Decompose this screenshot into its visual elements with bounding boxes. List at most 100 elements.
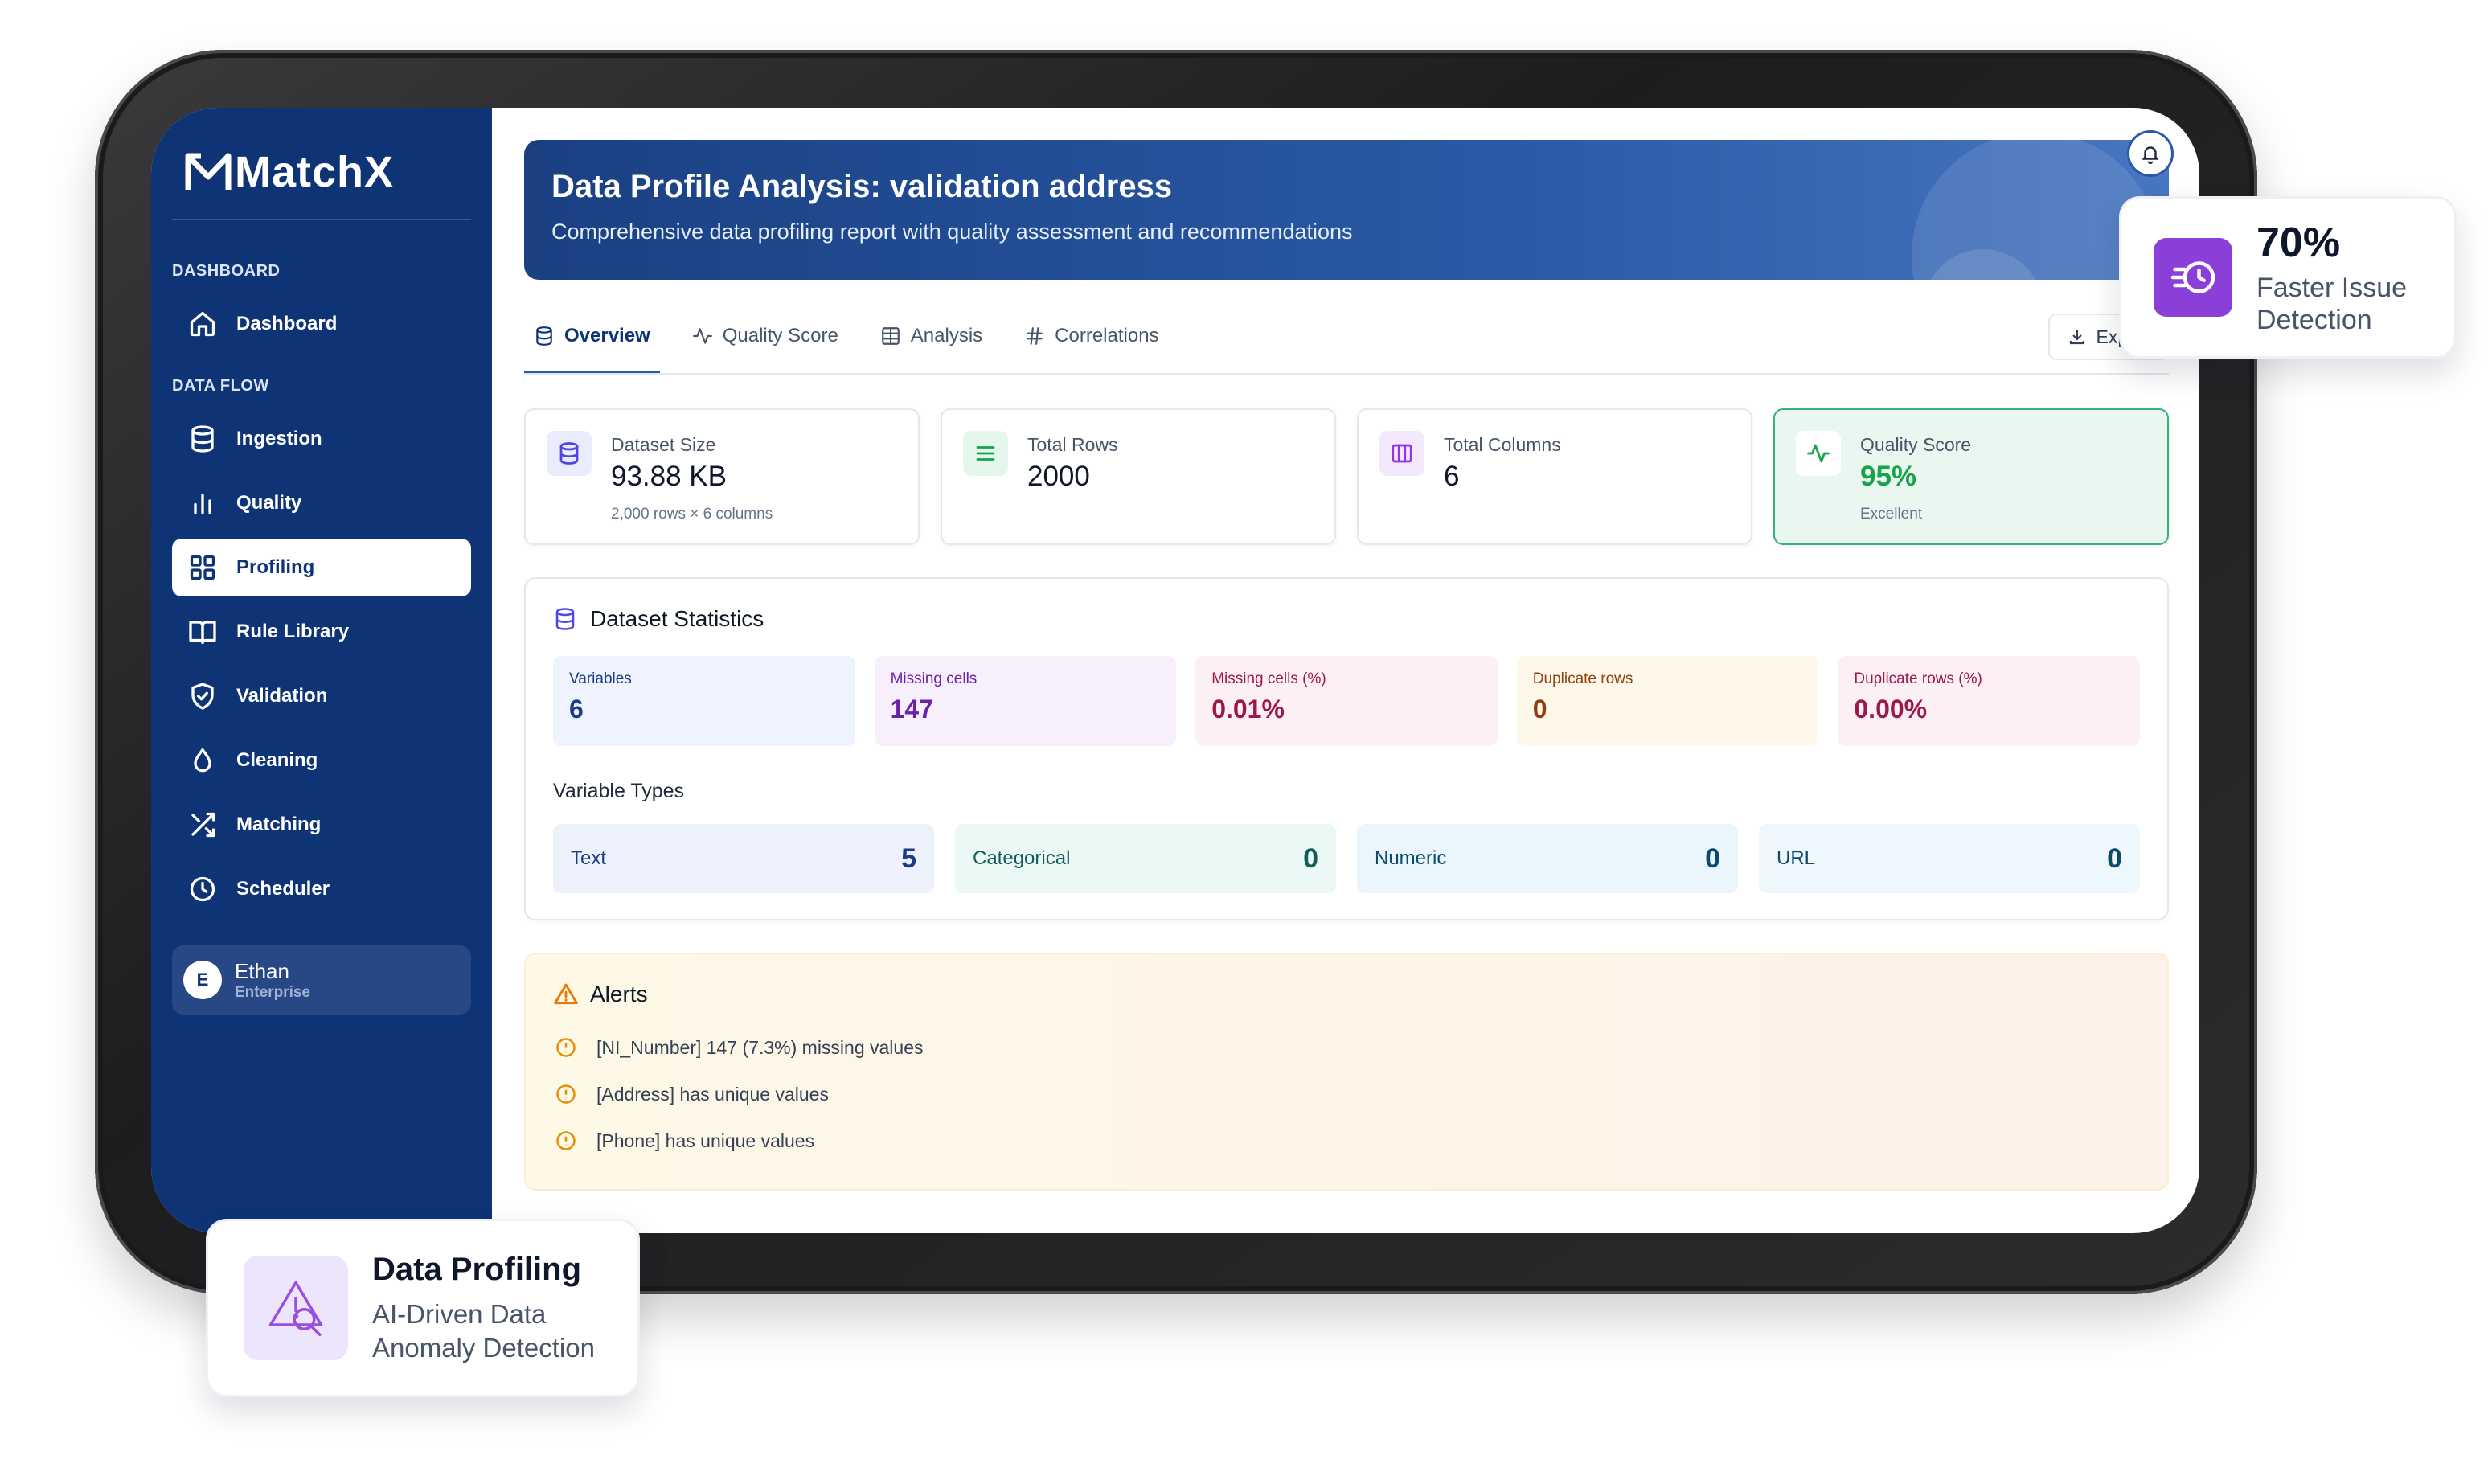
- kpi-card-total-columns: Total Columns 6: [1357, 408, 1752, 545]
- bell-icon: [2142, 146, 2159, 164]
- stat-label: Missing cells (%): [1211, 670, 1326, 687]
- sidebar-item-label: Matching: [236, 814, 322, 835]
- variable-types-title: Variable Types: [553, 780, 685, 802]
- kpi-label: Total Columns: [1444, 434, 1561, 455]
- main-content: Data Profile Analysis: validation addres…: [492, 108, 2199, 1233]
- variable-type-count: 0: [2107, 842, 2122, 874]
- float-stat: 70%: [2256, 219, 2341, 266]
- sidebar-item-label: Ingestion: [236, 428, 322, 449]
- section-label-dashboard: DASHBOARD: [172, 262, 281, 280]
- float-desc-line2: Anomaly Detection: [372, 1332, 595, 1363]
- sidebar-item-label: Quality: [236, 492, 302, 514]
- activity-icon: [692, 327, 712, 344]
- database-icon: [186, 423, 219, 455]
- clock-icon: [186, 873, 219, 905]
- stat-value: 0: [1532, 695, 1547, 724]
- shield-check-icon: [186, 680, 219, 712]
- stat-value: 0.01%: [1211, 695, 1285, 724]
- panel-title-text: Dataset Statistics: [590, 606, 764, 631]
- sidebar-item-label: Cleaning: [236, 749, 318, 771]
- alert-circle-icon: [556, 1038, 576, 1057]
- table-icon: [881, 326, 900, 345]
- kpi-value: 95%: [1860, 461, 1917, 492]
- stat-card: Missing cells (%) 0.01%: [1195, 656, 1498, 746]
- sidebar-item-matching[interactable]: Matching: [172, 796, 471, 854]
- tab-label: Quality Score: [722, 324, 838, 346]
- avatar: E: [183, 961, 222, 999]
- user-info: Ethan Enterprise: [235, 959, 310, 1002]
- variable-types-row: Text 5 Categorical 0 Numeric 0 URL 0: [553, 824, 2140, 893]
- kpi-value: 93.88 KB: [611, 461, 727, 492]
- bar-chart-icon: [186, 487, 219, 519]
- sidebar-item-quality[interactable]: Quality: [172, 474, 471, 532]
- database-icon: [536, 326, 552, 346]
- sidebar-item-label: Rule Library: [236, 621, 350, 642]
- tab-analysis[interactable]: Analysis: [871, 301, 992, 373]
- variable-type-card: Text 5: [553, 824, 934, 893]
- user-profile-card[interactable]: E Ethan Enterprise: [172, 945, 471, 1015]
- alert-text: [NI_Number] 147 (7.3%) missing values: [596, 1036, 924, 1058]
- droplet-icon: [186, 744, 219, 777]
- notification-button[interactable]: [2127, 130, 2174, 177]
- sidebar-item-cleaning[interactable]: Cleaning: [172, 732, 471, 789]
- kpi-card-dataset-size: Dataset Size 93.88 KB 2,000 rows × 6 col…: [524, 408, 920, 545]
- stat-label: Missing cells: [890, 670, 978, 687]
- variable-type-card: URL 0: [1759, 824, 2140, 893]
- sidebar-item-dashboard[interactable]: Dashboard: [172, 295, 471, 353]
- stat-label: Duplicate rows (%): [1854, 670, 1982, 687]
- brand-logo[interactable]: MatchX: [172, 125, 471, 220]
- variable-type-label: Text: [571, 847, 607, 869]
- stat-card: Missing cells 147: [874, 656, 1177, 746]
- kpi-card-total-rows: Total Rows 2000: [941, 408, 1336, 545]
- warning-triangle-icon: [554, 983, 578, 1005]
- tab-overview[interactable]: Overview: [524, 301, 660, 373]
- kpi-row: Dataset Size 93.88 KB 2,000 rows × 6 col…: [524, 408, 2169, 545]
- brand-name: MatchX: [235, 148, 395, 196]
- alert-text: [Address] has unique values: [596, 1083, 829, 1105]
- float-title: Data Profiling: [372, 1251, 582, 1287]
- alerts-panel: Alerts [NI_Number] 147 (7.3%) missing va…: [524, 953, 2169, 1191]
- float-desc-line1: Faster Issue: [2256, 272, 2408, 303]
- tab-correlations[interactable]: Correlations: [1014, 301, 1168, 373]
- download-icon: [2069, 330, 2084, 345]
- float-desc-line1: AI-Driven Data: [372, 1298, 547, 1329]
- stat-value: 6: [569, 695, 584, 724]
- stat-value: 147: [890, 695, 933, 724]
- variable-type-count: 5: [901, 842, 916, 874]
- kpi-card-quality-score: Quality Score 95% Excellent: [1773, 408, 2169, 545]
- grid-icon: [186, 551, 219, 584]
- stat-label: Duplicate rows: [1532, 670, 1633, 687]
- section-label-data-flow: DATA FLOW: [172, 377, 269, 395]
- activity-icon: [1796, 431, 1841, 476]
- tab-bar: Overview Quality Score Analysis Correlat…: [524, 280, 2169, 375]
- sidebar-item-label: Scheduler: [236, 878, 330, 900]
- stats-row: Variables 6 Missing cells 147 Missing cells …: [553, 656, 2140, 746]
- kpi-label: Dataset Size: [611, 434, 716, 455]
- database-icon: [555, 608, 575, 630]
- stat-value: 0.00%: [1854, 695, 1928, 724]
- dataset-statistics-panel: Dataset Statistics Variables 6 Missing cel…: [524, 577, 2169, 920]
- variable-type-label: Numeric: [1375, 847, 1447, 869]
- stat-card: Variables 6: [553, 656, 855, 746]
- shuffle-icon: [186, 809, 219, 841]
- tab-label: Analysis: [910, 324, 983, 346]
- anomaly-search-icon: [244, 1256, 348, 1360]
- sidebar-item-scheduler[interactable]: Scheduler: [172, 860, 471, 918]
- kpi-label: Total Rows: [1027, 434, 1118, 455]
- sidebar-item-rule-library[interactable]: Rule Library: [172, 603, 471, 661]
- sidebar-item-validation[interactable]: Validation: [172, 667, 471, 725]
- tab-quality-score[interactable]: Quality Score: [682, 301, 848, 373]
- kpi-label: Quality Score: [1860, 434, 1972, 455]
- sidebar: MatchX DASHBOARD Dashboard DATA FLOW Ing…: [151, 108, 492, 1233]
- sidebar-item-ingestion[interactable]: Ingestion: [172, 410, 471, 468]
- stat-label: Variables: [569, 670, 632, 687]
- variable-type-label: Categorical: [973, 847, 1071, 869]
- alert-text: [Phone] has unique values: [596, 1129, 815, 1151]
- sidebar-item-profiling[interactable]: Profiling: [172, 539, 471, 596]
- kpi-note: 2,000 rows × 6 columns: [611, 506, 773, 523]
- data-profiling-card: Data Profiling AI-Driven Data Anomaly De…: [206, 1219, 640, 1397]
- alerts-title: Alerts: [553, 982, 2140, 1007]
- variable-type-card: Numeric 0: [1357, 824, 1738, 893]
- sidebar-item-label: Profiling: [236, 556, 315, 578]
- app-screen: MatchX DASHBOARD Dashboard DATA FLOW Ing…: [151, 108, 2199, 1233]
